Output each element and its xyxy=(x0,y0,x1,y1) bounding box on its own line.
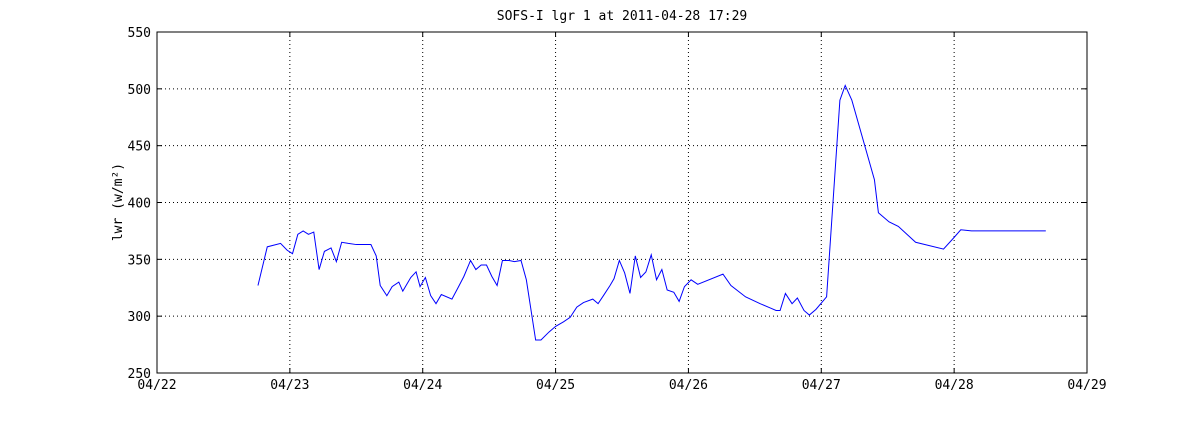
y-tick-label: 350 xyxy=(128,253,151,268)
x-tick-label: 04/28 xyxy=(935,378,974,393)
data-line xyxy=(257,84,1046,341)
y-tick-label: 500 xyxy=(128,83,151,98)
x-tick-label: 04/24 xyxy=(403,378,442,393)
y-tick-label: 450 xyxy=(128,140,151,155)
x-tick-label: 04/27 xyxy=(802,378,841,393)
y-tick-label: 300 xyxy=(128,310,151,325)
chart-title: SOFS-I lgr 1 at 2011-04-28 17:29 xyxy=(497,9,747,24)
x-tick-label: 04/29 xyxy=(1067,378,1106,393)
x-tick-label: 04/23 xyxy=(270,378,309,393)
x-tick-label: 04/25 xyxy=(536,378,575,393)
y-tick-label: 550 xyxy=(128,26,151,41)
y-tick-label: 400 xyxy=(128,197,151,212)
x-tick-label: 04/26 xyxy=(669,378,708,393)
y-tick-label: 250 xyxy=(128,367,151,382)
y-axis-label: lwr (w/m²) xyxy=(111,163,126,241)
x-tick-label: 04/22 xyxy=(137,378,176,393)
